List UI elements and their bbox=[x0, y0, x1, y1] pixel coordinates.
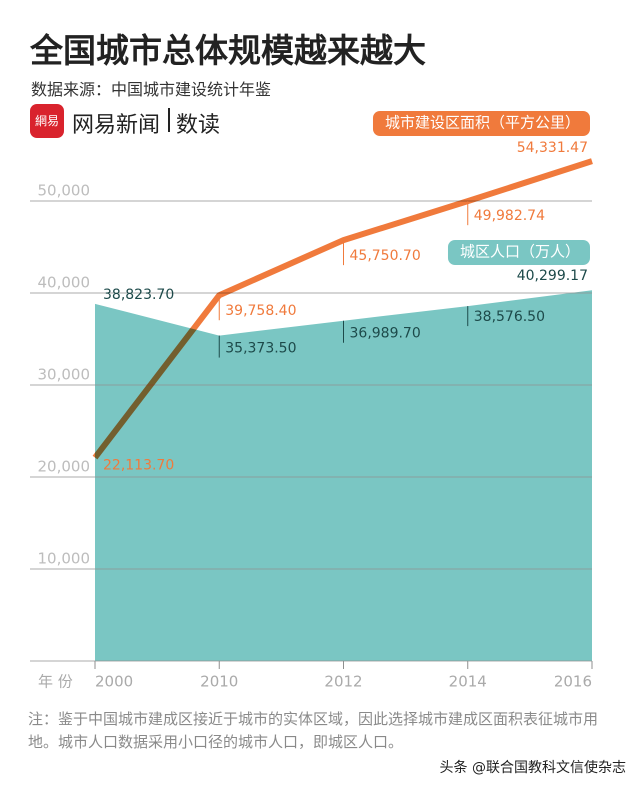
value-label: 36,989.70 bbox=[350, 326, 421, 342]
note: 注：鉴于中国城市建成区接近于城市的实体区域，因此选择城市建成区面积表征城市用地。… bbox=[28, 710, 599, 751]
value-label: 22,113.70 bbox=[103, 458, 174, 474]
x-tick-label: 2012 bbox=[324, 673, 362, 691]
y-tick-label: 40,000 bbox=[38, 274, 91, 292]
watermark: 头条 @联合国教科文信使杂志 bbox=[439, 760, 626, 776]
x-tick-label: 2000 bbox=[95, 673, 133, 691]
legend-box bbox=[447, 240, 590, 265]
value-label: 38,576.50 bbox=[474, 309, 545, 325]
brand-section: 数读 bbox=[176, 113, 221, 138]
area bbox=[95, 290, 592, 661]
x-tick-label: 2016 bbox=[554, 673, 592, 691]
brand-logo: 網易 bbox=[30, 104, 64, 138]
y-tick-label: 50,000 bbox=[38, 182, 91, 200]
y-tick-label: 10,000 bbox=[38, 550, 91, 568]
x-tick-label: 2014 bbox=[449, 673, 487, 691]
value-label: 39,758.40 bbox=[225, 303, 296, 319]
x-tick-label: 2010 bbox=[200, 673, 238, 691]
subtitle: 数据来源：中国城市建设统计年鉴 bbox=[31, 80, 272, 99]
value-label: 35,373.50 bbox=[225, 341, 296, 357]
value-label: 38,823.70 bbox=[103, 287, 174, 303]
brand-name: 网易新闻 bbox=[72, 113, 161, 138]
legend-label: 城区人口（万人） bbox=[460, 243, 580, 261]
value-label: 45,750.70 bbox=[350, 248, 421, 264]
y-tick-label: 30,000 bbox=[38, 366, 91, 384]
value-label: 40,299.17 bbox=[517, 268, 588, 284]
value-label: 54,331.47 bbox=[517, 140, 588, 156]
legend-item: 城市建设区面积（平方公里） bbox=[372, 111, 590, 136]
legend-label: 城市建设区面积（平方公里） bbox=[385, 114, 580, 132]
brand-divider bbox=[168, 108, 170, 132]
legend-item: 城区人口（万人） bbox=[447, 240, 590, 265]
y-tick-label: 20,000 bbox=[38, 458, 91, 476]
legend-box bbox=[372, 111, 590, 136]
x-axis-title: 年 份 bbox=[38, 673, 73, 691]
chart: 10,000 20,000 30,000 40,000 50,000 2000 2010 20… bbox=[30, 111, 593, 691]
title: 全国城市总体规模越来越大 bbox=[30, 31, 426, 70]
value-label: 49,982.74 bbox=[474, 208, 545, 224]
